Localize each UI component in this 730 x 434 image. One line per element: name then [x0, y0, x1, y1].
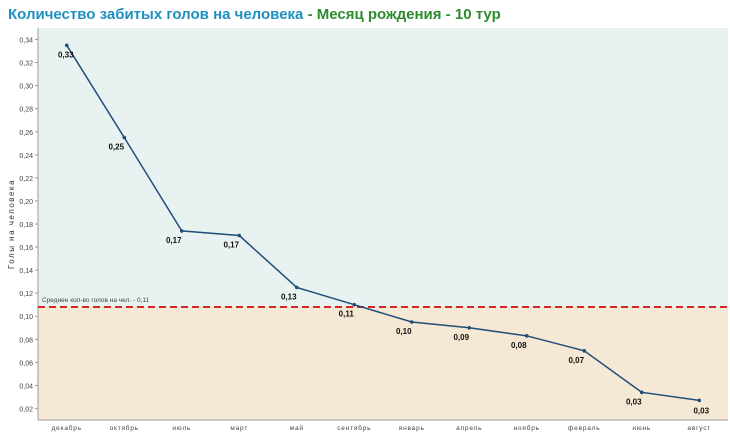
y-tick-label: 0,30 — [19, 84, 33, 91]
x-tick-label: ноябрь — [514, 424, 540, 432]
band-below-average — [38, 307, 728, 420]
x-tick-label: сентябрь — [337, 424, 371, 432]
data-label: 0,07 — [568, 356, 584, 365]
chart-title-sub: - Месяц рождения - 10 тур — [303, 6, 501, 23]
x-tick-label: июль — [172, 425, 191, 432]
data-label: 0,10 — [396, 327, 412, 336]
x-tick-label: май — [290, 424, 304, 432]
y-tick-label: 0,26 — [19, 130, 33, 137]
data-point — [352, 302, 357, 307]
data-label: 0,25 — [108, 143, 124, 152]
y-tick-label: 0,34 — [19, 38, 33, 45]
data-point — [237, 233, 242, 238]
y-tick-label: 0,32 — [19, 61, 33, 68]
data-point — [64, 43, 69, 48]
y-tick-label: 0,18 — [19, 222, 33, 229]
chart-title: Количество забитых голов на человека - М… — [8, 6, 501, 23]
x-tick-label: декабрь — [52, 424, 82, 432]
y-tick-label: 0,12 — [19, 291, 33, 298]
band-above-average — [38, 28, 728, 308]
x-tick-label: октябрь — [110, 424, 139, 432]
data-label: 0,33 — [58, 50, 74, 59]
x-tick-label: февраль — [568, 425, 600, 432]
y-tick-label: 0,20 — [19, 199, 33, 206]
data-label: 0,13 — [281, 292, 297, 301]
data-point — [122, 135, 127, 140]
average-reference-label: Среднее кол-во голов на чел. - 0,11 — [42, 297, 150, 304]
data-point — [294, 285, 299, 290]
series-line — [66, 44, 700, 402]
data-label: 0,17 — [166, 236, 182, 245]
y-tick-label: 0,02 — [19, 406, 33, 413]
data-point — [179, 229, 184, 233]
data-point — [524, 334, 529, 338]
data-point — [582, 349, 587, 353]
x-tick-label: март — [230, 425, 248, 432]
y-tick-label: 0,22 — [19, 176, 33, 183]
data-label: 0,09 — [453, 333, 469, 342]
y-axis-title: Голы на человека — [7, 179, 16, 269]
data-label: 0,17 — [223, 241, 239, 250]
y-tick-label: 0,16 — [19, 245, 33, 252]
x-tick-label: август — [687, 425, 711, 432]
y-tick-label: 0,24 — [19, 153, 33, 160]
y-tick-label: 0,08 — [19, 337, 33, 344]
data-point — [467, 325, 472, 330]
data-label: 0,08 — [511, 341, 527, 350]
y-tick-label: 0,10 — [19, 314, 33, 321]
data-point — [639, 390, 644, 395]
data-point — [697, 398, 702, 403]
data-point — [409, 320, 414, 324]
y-tick-label: 0,04 — [19, 383, 33, 390]
data-label: 0,03 — [693, 406, 709, 415]
data-label: 0,03 — [626, 397, 642, 406]
y-tick-label: 0,06 — [19, 360, 33, 367]
x-tick-label: январь — [399, 425, 425, 432]
x-tick-label: июнь — [632, 425, 651, 432]
y-tick-label: 0,28 — [19, 107, 33, 114]
x-tick-label: апрель — [456, 425, 482, 432]
y-tick-label: 0,14 — [19, 268, 33, 275]
chart-title-main: Количество забитых голов на человека — [8, 6, 304, 23]
data-label: 0,11 — [339, 310, 355, 319]
